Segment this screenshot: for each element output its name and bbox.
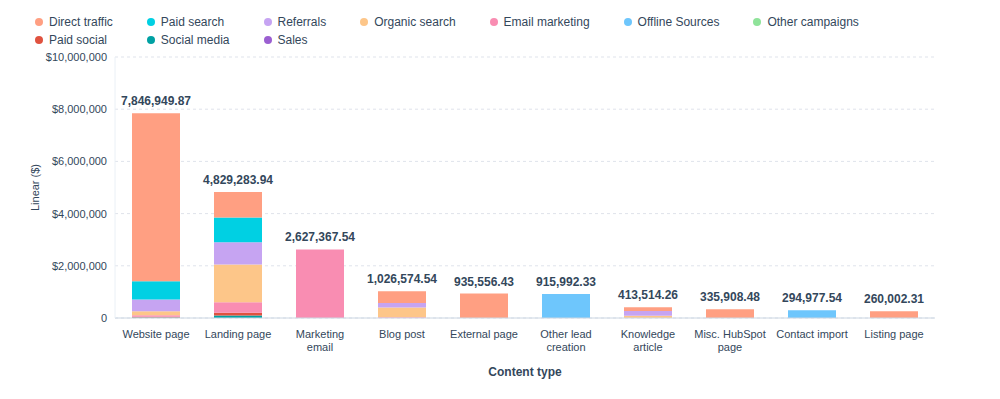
svg-text:294,977.54: 294,977.54 — [782, 291, 842, 305]
svg-text:Linear ($): Linear ($) — [29, 164, 41, 211]
html-text:Sales: Sales — [277, 33, 308, 47]
svg-text:Misc. HubSpotpage: Misc. HubSpotpage — [694, 328, 766, 353]
svg-text:Landing page: Landing page — [205, 328, 272, 340]
html-text:Social media: Social media — [160, 33, 230, 47]
html-text:Email marketing: Email marketing — [503, 15, 590, 29]
svg-text:Content type: Content type — [488, 365, 562, 379]
svg-text:1,026,574.54: 1,026,574.54 — [367, 272, 437, 286]
html-text:Other campaigns: Other campaigns — [767, 15, 859, 29]
svg-text:Listing page: Listing page — [864, 328, 923, 340]
html-text:Referrals: Referrals — [277, 15, 327, 29]
html-text:Direct traffic: Direct traffic — [49, 15, 113, 29]
svg-text:2,627,367.54: 2,627,367.54 — [285, 230, 355, 244]
html-text:Paid social: Paid social — [49, 33, 107, 47]
svg-text:Website page: Website page — [122, 328, 189, 340]
svg-text:Knowledgearticle: Knowledgearticle — [621, 328, 675, 353]
svg-text:$10,000,000: $10,000,000 — [46, 51, 107, 63]
html-text:Offline Sources: Offline Sources — [637, 15, 720, 29]
svg-text:Other leadcreation: Other leadcreation — [540, 328, 591, 353]
svg-text:915,992.33: 915,992.33 — [536, 275, 596, 289]
svg-text:$2,000,000: $2,000,000 — [52, 260, 107, 272]
svg-text:$6,000,000: $6,000,000 — [52, 155, 107, 167]
svg-text:260,002.31: 260,002.31 — [864, 292, 924, 306]
html-text:Paid search: Paid search — [160, 15, 225, 29]
svg-text:413,514.26: 413,514.26 — [618, 288, 678, 302]
svg-text:Contact import: Contact import — [776, 328, 848, 340]
svg-text:0: 0 — [101, 312, 107, 324]
svg-text:Marketingemail: Marketingemail — [296, 328, 344, 353]
svg-text:$8,000,000: $8,000,000 — [52, 103, 107, 115]
svg-text:7,846,949.87: 7,846,949.87 — [121, 94, 191, 108]
svg-text:Blog post: Blog post — [379, 328, 425, 340]
svg-text:335,908.48: 335,908.48 — [700, 290, 760, 304]
svg-text:935,556.43: 935,556.43 — [454, 275, 514, 289]
svg-text:4,829,283.94: 4,829,283.94 — [203, 173, 273, 187]
svg-text:$4,000,000: $4,000,000 — [52, 208, 107, 220]
html-text:Organic search: Organic search — [374, 15, 456, 29]
svg-text:External page: External page — [450, 328, 518, 340]
